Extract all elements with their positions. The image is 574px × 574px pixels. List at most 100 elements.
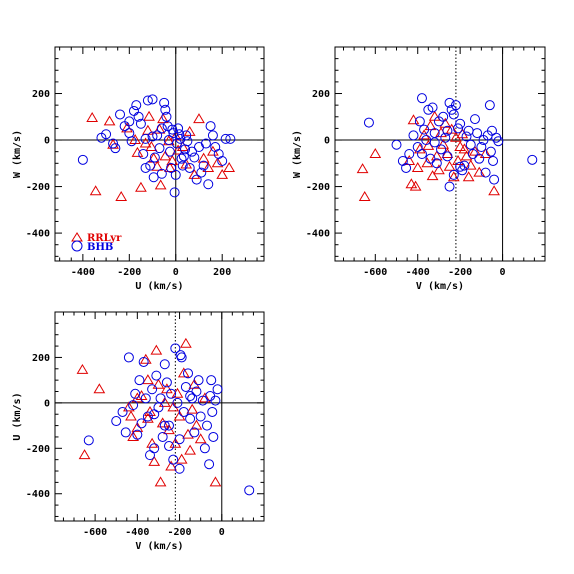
point-rrlyr (142, 124, 154, 135)
x-tick-label: 0 (500, 267, 506, 278)
point-rrlyr (86, 111, 99, 122)
point-rrlyr (76, 363, 89, 374)
point-bhb (489, 174, 500, 185)
point-bhb (208, 431, 219, 442)
point-bhb (147, 94, 158, 105)
point-bhb (485, 146, 496, 157)
point-rrlyr (145, 141, 158, 152)
point-bhb (149, 409, 160, 420)
legend-label-rrlyr: RRLyr (87, 233, 122, 244)
point-bhb (147, 131, 158, 142)
point-bhb (189, 152, 200, 163)
point-rrlyr (211, 157, 224, 168)
point-rrlyr (89, 185, 102, 196)
point-rrlyr (405, 178, 418, 189)
point-bhb (138, 149, 149, 159)
point-bhb (189, 427, 200, 438)
point-rrlyr (142, 412, 154, 423)
point-bhb (488, 155, 499, 166)
point-bhb (149, 152, 160, 163)
point-bhb (401, 162, 412, 173)
legend-marker-bhb (71, 240, 83, 252)
point-bhb (157, 431, 168, 442)
point-bhb (161, 377, 172, 388)
y-tick-label: -400 (26, 229, 50, 240)
point-bhb (159, 420, 170, 431)
point-rrlyr (184, 444, 196, 455)
point-bhb (174, 434, 185, 445)
x-tick-label: -600 (363, 267, 387, 278)
point-bhb (184, 162, 195, 173)
point-bhb (133, 111, 144, 122)
point-bhb (155, 393, 166, 404)
point-bhb (111, 416, 122, 427)
point-rrlyr (131, 392, 144, 403)
y-tick-label: 0 (44, 136, 50, 147)
point-rrlyr (407, 114, 420, 125)
point-rrlyr (409, 180, 422, 191)
point-rrlyr (135, 181, 147, 192)
point-bhb (124, 116, 135, 127)
point-rrlyr (422, 139, 435, 150)
point-rrlyr (154, 179, 167, 190)
y-tick-label: -200 (26, 182, 50, 193)
point-bhb (419, 124, 430, 135)
point-bhb (212, 384, 223, 395)
x-axis-title: U (km/s) (135, 281, 183, 292)
point-rrlyr (182, 428, 194, 439)
point-bhb (427, 102, 438, 113)
point-rrlyr (469, 145, 481, 156)
point-bhb (163, 135, 174, 146)
point-bhb (142, 411, 153, 422)
point-bhb (493, 136, 504, 147)
point-bhb (152, 130, 163, 141)
point-rrlyr (148, 455, 161, 466)
point-bhb (117, 406, 128, 417)
point-rrlyr (131, 146, 144, 157)
point-bhb (134, 375, 145, 386)
point-bhb (172, 397, 183, 408)
point-bhb (244, 485, 255, 496)
point-bhb (444, 97, 455, 108)
point-bhb (198, 160, 209, 171)
point-bhb (108, 138, 119, 149)
point-bhb (457, 165, 468, 176)
point-rrlyr (175, 453, 188, 464)
point-rrlyr (103, 115, 116, 126)
point-bhb (448, 109, 459, 120)
point-bhb (197, 395, 208, 406)
point-bhb (156, 168, 167, 179)
point-rrlyr (209, 476, 222, 487)
point-rrlyr (143, 110, 155, 121)
point-bhb (187, 393, 198, 404)
point-bhb (182, 136, 193, 147)
x-tick-label: -400 (125, 527, 149, 538)
point-bhb (160, 104, 171, 115)
point-bhb (474, 153, 485, 164)
point-bhb (220, 133, 231, 144)
y-tick-label: -200 (26, 444, 50, 455)
point-rrlyr (443, 160, 456, 171)
point-bhb (206, 375, 217, 386)
point-bhb (408, 130, 419, 141)
point-rrlyr (142, 374, 154, 385)
y-axis-title: U (km/s) (12, 392, 23, 440)
plot-frame-v-u (54, 311, 265, 522)
point-bhb (476, 142, 487, 153)
point-bhb (176, 352, 187, 363)
point-bhb (444, 181, 455, 192)
point-bhb (147, 384, 158, 395)
point-bhb (166, 162, 177, 173)
point-bhb (185, 391, 196, 402)
point-bhb (145, 450, 155, 461)
x-tick-label: 200 (213, 267, 231, 278)
point-bhb (140, 133, 151, 144)
point-bhb (527, 154, 538, 165)
point-bhb (440, 132, 451, 143)
x-axis-title: V (km/s) (135, 541, 183, 552)
point-rrlyr (411, 161, 424, 172)
point-bhb (484, 100, 495, 111)
point-bhb (132, 429, 143, 440)
point-bhb (170, 169, 181, 180)
point-bhb (196, 167, 207, 178)
